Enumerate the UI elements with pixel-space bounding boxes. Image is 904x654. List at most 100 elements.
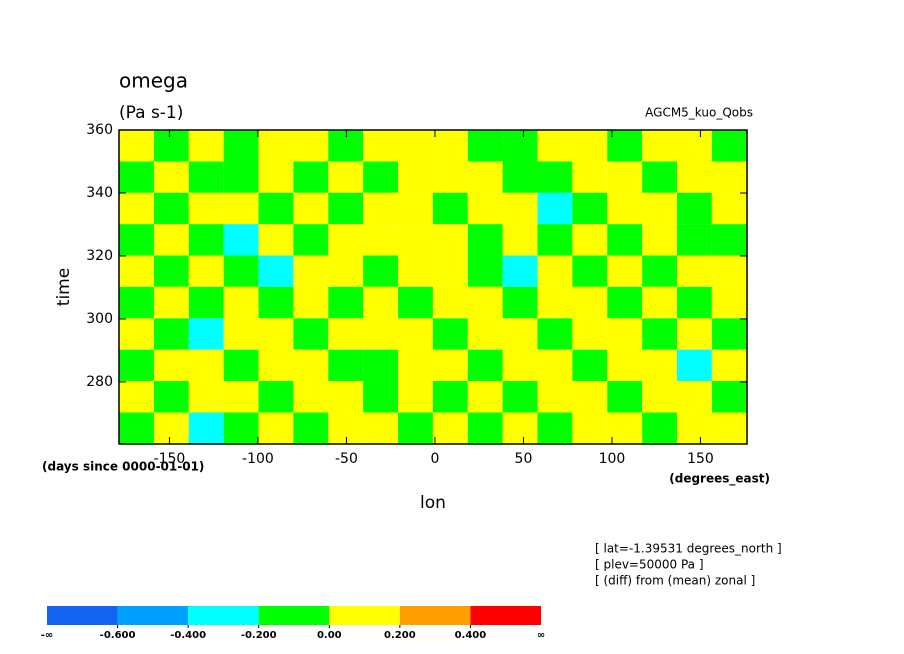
field-cell — [572, 224, 608, 256]
field-cell — [153, 412, 189, 444]
field-cell — [153, 349, 189, 382]
field-cell — [258, 318, 294, 350]
field-cell — [328, 318, 364, 350]
field-cell — [467, 412, 503, 444]
field-cell — [711, 255, 747, 287]
field-cell — [711, 224, 747, 256]
field-cell — [188, 381, 224, 413]
field-cell — [328, 286, 364, 319]
field-cell — [537, 130, 573, 162]
field-cell — [537, 318, 573, 350]
field-cell — [467, 349, 503, 382]
colorbar-label: 0.400 — [455, 630, 487, 641]
field-cell — [467, 255, 503, 287]
colorbar-label: 0.00 — [317, 630, 342, 641]
field-cell — [293, 412, 329, 444]
field-cell — [607, 255, 643, 287]
field-cell — [223, 286, 259, 319]
field-cell — [467, 286, 503, 319]
field-cell — [398, 161, 433, 193]
field-cell — [432, 130, 468, 162]
field-cell — [223, 255, 259, 287]
field-cell — [502, 349, 538, 382]
field-cell — [642, 224, 677, 256]
field-cell — [293, 130, 329, 162]
x-tick-label: 100 — [599, 451, 626, 467]
field-cell — [711, 412, 747, 444]
field-cell — [502, 318, 538, 350]
field-cell — [293, 318, 329, 350]
field-cell — [328, 412, 364, 444]
field-cell — [432, 318, 468, 350]
y-units: (days since 0000-01-01) — [42, 460, 204, 474]
field-cell — [363, 130, 399, 162]
field-cell — [328, 130, 364, 162]
field-cell — [398, 349, 433, 382]
field-cell — [537, 161, 573, 193]
field-cell — [328, 192, 364, 225]
field-cell — [153, 161, 189, 193]
field-cell — [188, 318, 224, 350]
field-cell — [188, 349, 224, 382]
colorbar-label: ∞ — [537, 630, 545, 641]
field-cell — [119, 381, 154, 413]
field-cell — [502, 192, 538, 225]
field-cell — [398, 318, 433, 350]
field-cell — [188, 286, 224, 319]
field-cell — [676, 318, 712, 350]
field-cell — [467, 192, 503, 225]
x-tick-label: -50 — [335, 451, 358, 467]
field-cell — [119, 412, 154, 444]
x-units: (degrees_east) — [669, 472, 770, 487]
field-cell — [293, 255, 329, 287]
field-cell — [642, 412, 677, 444]
field-cell — [676, 349, 712, 382]
y-tick-label: 320 — [86, 248, 113, 264]
field-cell — [607, 224, 643, 256]
field-cell — [711, 318, 747, 350]
field-cell — [467, 381, 503, 413]
x-tick-label: 50 — [515, 451, 533, 467]
field-cell — [363, 192, 399, 225]
y-tick-label: 300 — [86, 311, 113, 327]
field-cell — [328, 349, 364, 382]
colorbar-box — [117, 606, 189, 625]
field-cell — [642, 381, 677, 413]
field-cell — [642, 255, 677, 287]
field-cell — [258, 349, 294, 382]
field-cell — [502, 381, 538, 413]
field-cell — [363, 349, 399, 382]
field-cell — [502, 255, 538, 287]
field-cell — [119, 130, 154, 162]
annotation: AGCM5_kuo_Qobs — [645, 106, 753, 120]
field-cell — [398, 224, 433, 256]
field-cell — [153, 130, 189, 162]
field-cell — [153, 224, 189, 256]
colorbar-box — [470, 606, 541, 625]
field-cell — [537, 286, 573, 319]
field-cell — [223, 192, 259, 225]
x-tick-label: -150 — [154, 451, 186, 467]
field-cell — [432, 349, 468, 382]
field-cell — [119, 286, 154, 319]
field-cell — [363, 412, 399, 444]
field-cell — [398, 286, 433, 319]
field-cell — [607, 130, 643, 162]
field-cell — [572, 349, 608, 382]
field-cell — [607, 349, 643, 382]
field-cell — [328, 161, 364, 193]
field-cell — [363, 286, 399, 319]
field-cell — [572, 412, 608, 444]
colorbar-box — [329, 606, 400, 625]
field-cell — [676, 412, 712, 444]
field-cell — [432, 381, 468, 413]
field-cell — [432, 192, 468, 225]
colorbar-label: -0.400 — [170, 630, 206, 641]
field-cell — [223, 412, 259, 444]
field-cell — [537, 412, 573, 444]
field-cell — [258, 192, 294, 225]
field-cell — [642, 192, 677, 225]
field-cell — [293, 381, 329, 413]
field-cell — [467, 224, 503, 256]
